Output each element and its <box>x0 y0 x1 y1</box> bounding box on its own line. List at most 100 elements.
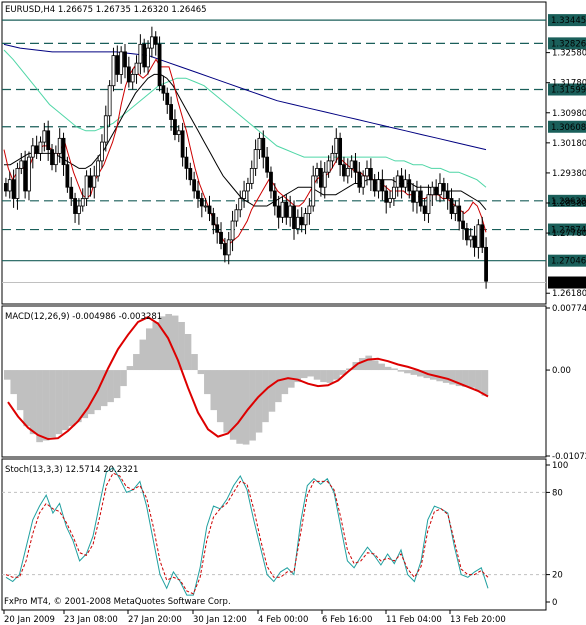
macd-histogram-bar <box>223 370 231 433</box>
time-tick-label: 4 Feb 00:00 <box>258 615 308 625</box>
level-price-box <box>548 37 586 50</box>
horizontal-levels-layer: 1.33445 1.32826 1.31599 1.30608 1.28638 1.278… <box>2 14 586 289</box>
macd-histogram-bar <box>391 368 398 371</box>
macd-histogram-bar <box>242 370 250 445</box>
macd-histogram-bar <box>126 366 134 371</box>
macd-histogram-bar <box>475 370 482 391</box>
time-tick-label: 6 Feb 16:00 <box>322 615 372 625</box>
bull-candle <box>257 137 262 151</box>
level-price-box <box>548 83 586 96</box>
bear-candle <box>211 213 216 226</box>
macd-histogram-bar <box>481 370 489 396</box>
macd-histogram-bar <box>100 370 108 407</box>
bear-candle <box>157 43 162 87</box>
stoch-layer <box>2 467 546 596</box>
bull-candle <box>96 160 101 177</box>
bear-candle <box>368 168 373 181</box>
bull-candle <box>253 149 258 169</box>
bull-candle <box>7 179 12 192</box>
bear-candle <box>464 228 469 241</box>
macd-histogram-bar <box>165 313 172 371</box>
macd-histogram-bar <box>152 321 160 371</box>
bear-candle <box>192 179 197 192</box>
macd-tick-label: 0.007746 <box>552 304 586 314</box>
bull-candle <box>249 168 254 184</box>
level-price-label: 1.27046 <box>551 257 586 267</box>
stoch-panel[interactable] <box>1 458 547 611</box>
macd-histogram-bar <box>417 370 424 377</box>
bull-candle <box>315 168 319 177</box>
macd-histogram-bar <box>346 368 353 371</box>
macd-histogram-bar <box>23 370 31 427</box>
macd-histogram-bar <box>42 370 50 441</box>
macd-histogram-bar <box>326 370 334 383</box>
main-price-panel[interactable] <box>1 1 547 305</box>
stoch-tick-label: 0 <box>552 598 557 608</box>
bear-candle <box>165 92 170 105</box>
time-tick-label: 20 Jan 2009 <box>4 615 55 625</box>
macd-histogram-bar <box>313 370 321 380</box>
price-tick-label: 1.31780 <box>552 79 586 89</box>
bull-candle <box>100 141 104 162</box>
macd-histogram-bar <box>268 370 276 412</box>
bull-candle <box>103 115 108 143</box>
macd-histogram-bar <box>294 370 302 383</box>
bull-candle <box>468 235 473 241</box>
bear-candle <box>422 205 427 214</box>
macd-tick-label: -0.010727 <box>552 452 586 462</box>
macd-histogram-bar <box>16 370 24 411</box>
bull-candle <box>107 85 112 117</box>
macd-histogram-bar <box>462 370 469 387</box>
bear-candle <box>88 175 93 188</box>
macd-histogram-bar <box>120 370 127 387</box>
macd-histogram-bar <box>191 354 198 371</box>
bear-candle <box>265 156 270 173</box>
bear-candle <box>372 179 377 192</box>
bull-candle <box>238 198 243 211</box>
bull-candle <box>311 175 316 207</box>
macd-histogram-bar <box>36 370 43 443</box>
bull-candle <box>119 51 124 75</box>
bull-candle <box>403 179 408 188</box>
macd-histogram-bar <box>178 321 185 371</box>
macd-histogram-bar <box>74 370 82 423</box>
bear-candle <box>449 198 454 214</box>
bear-candle <box>261 137 266 158</box>
price-tick-label: 1.26180 <box>552 289 586 299</box>
bull-candle <box>280 201 285 218</box>
bull-candle <box>307 205 312 214</box>
macd-histogram-bar <box>229 370 237 440</box>
bear-candle <box>384 190 389 203</box>
macd-histogram-bar <box>442 370 450 383</box>
stoch-tick-label: 80 <box>552 488 563 498</box>
macd-histogram-bar <box>210 370 218 411</box>
bull-candle <box>303 213 308 226</box>
bull-candle <box>27 156 31 192</box>
bear-candle <box>292 205 296 229</box>
bear-candle <box>418 190 423 207</box>
bear-candle <box>199 198 204 207</box>
macd-histogram-bar <box>107 370 114 403</box>
level-price-box <box>548 120 586 133</box>
macd-histogram-bar <box>158 316 166 371</box>
level-price-box <box>548 194 586 207</box>
bull-candle <box>330 152 335 162</box>
bull-candle <box>288 205 293 218</box>
bear-candle <box>445 190 450 199</box>
bull-candle <box>388 198 392 203</box>
macd-histogram-bar <box>197 370 205 375</box>
bear-candle <box>188 168 193 181</box>
level-price-box <box>548 14 586 27</box>
bear-candle <box>399 175 404 188</box>
macd-histogram-bar <box>339 370 347 375</box>
symbol-header: EURUSD,H4 1.26675 1.26735 1.26320 1.2646… <box>5 5 207 15</box>
bull-candle <box>84 175 89 199</box>
macd-histogram-bar <box>455 370 463 387</box>
price-tick-label: 1.28580 <box>552 199 586 209</box>
macd-histogram-bar <box>384 366 392 371</box>
bull-candle <box>242 190 246 199</box>
macd-histogram-bar <box>171 315 179 371</box>
bull-candle <box>391 186 396 199</box>
bear-candle <box>284 201 289 218</box>
